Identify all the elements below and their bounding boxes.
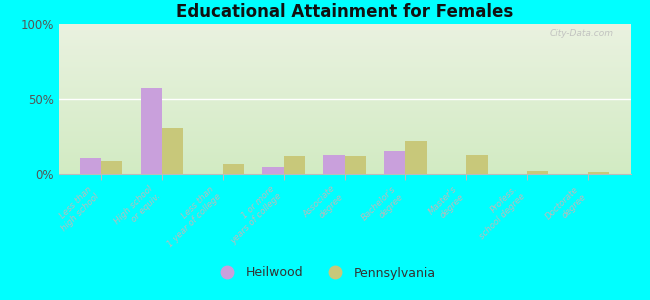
Bar [384,151,406,174]
Bar [588,172,609,174]
Bar [162,128,183,174]
Bar [344,156,366,174]
Bar [323,155,345,174]
Bar [406,141,426,174]
Legend: Heilwood, Pennsylvania: Heilwood, Pennsylvania [209,262,441,284]
Bar [101,161,122,174]
Bar [283,156,305,174]
Bar [140,88,162,174]
Bar [263,167,283,174]
Bar [466,155,488,174]
Bar [527,171,549,174]
Text: City-Data.com: City-Data.com [549,28,614,38]
Bar [223,164,244,174]
Title: Educational Attainment for Females: Educational Attainment for Females [176,3,513,21]
Bar [80,158,101,174]
